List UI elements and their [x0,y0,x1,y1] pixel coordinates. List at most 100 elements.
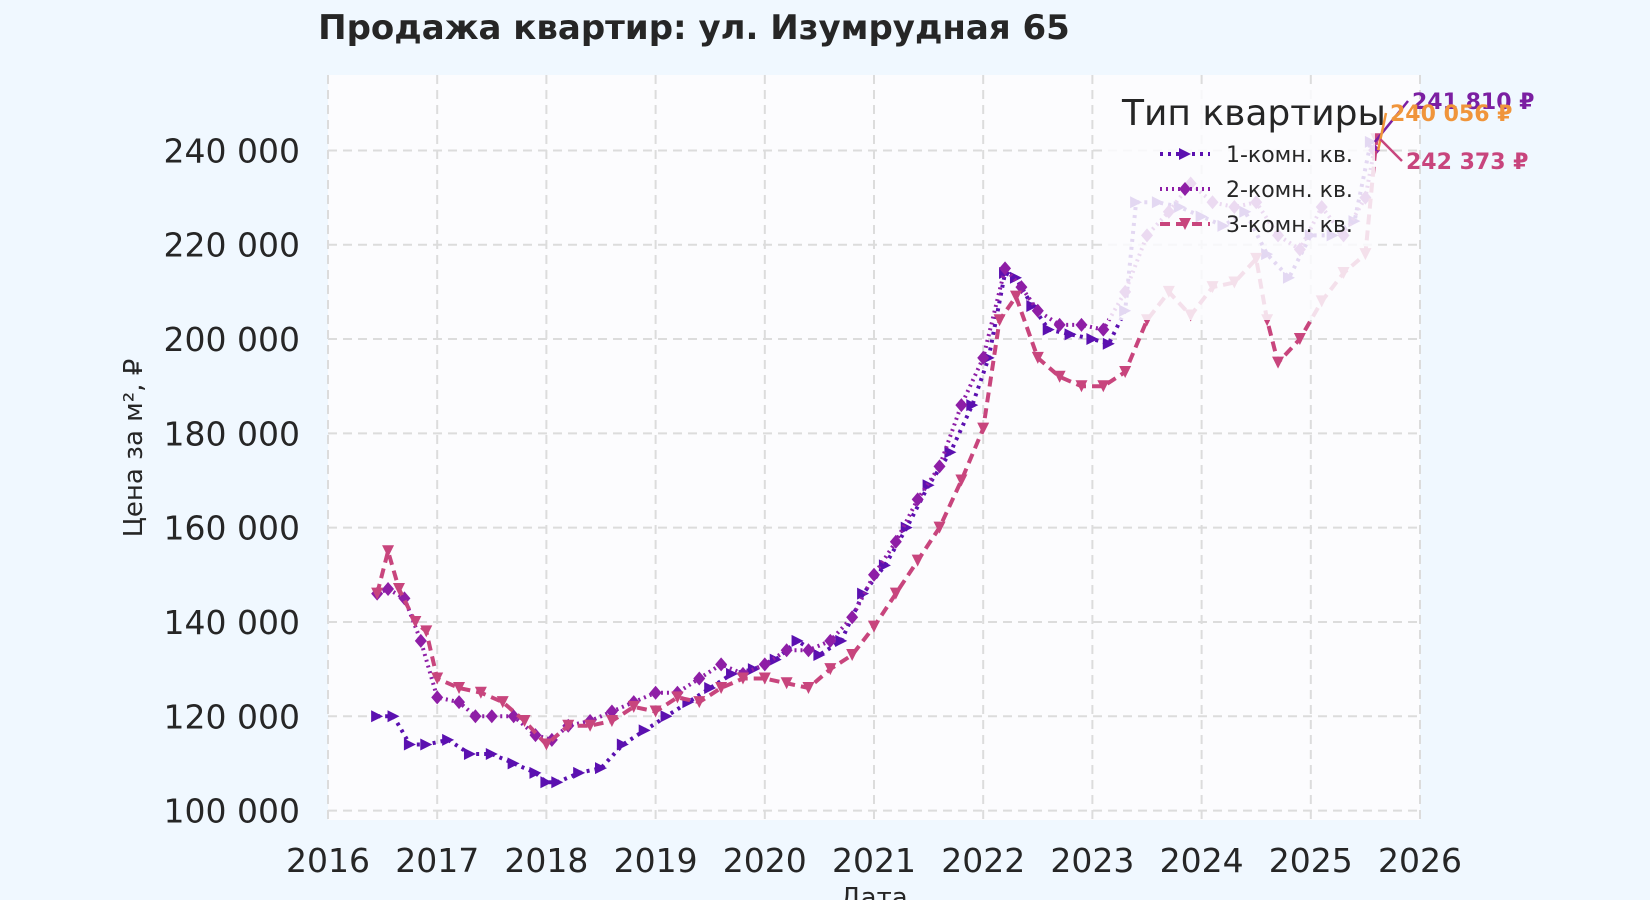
data-point [1026,300,1039,313]
data-point [414,633,427,648]
data-point [726,667,739,680]
data-point [382,545,395,558]
data-point [747,663,760,676]
x-tick-label: 2024 [1160,841,1244,880]
data-point [371,587,384,600]
data-point [507,709,520,724]
x-tick-label: 2020 [723,841,807,880]
data-point [758,657,771,672]
data-point [660,710,673,723]
data-point [813,648,826,661]
data-point [824,633,837,648]
data-point [551,776,564,789]
grid [327,75,1421,820]
y-tick-label: 220 000 [164,226,300,265]
legend-marker-1 [1179,148,1191,160]
annotation-arrow-3k [1379,138,1403,162]
data-point [496,696,509,709]
y-axis-label: Цена за м², ₽ [119,359,149,538]
data-point [758,672,771,685]
data-point [409,615,422,628]
data-point [649,705,662,718]
data-point [999,261,1012,276]
data-point [453,681,466,694]
data-point [846,648,859,661]
legend-label-3: 3-комн. кв. [1226,213,1353,238]
legend-label-2: 2-комн. кв. [1226,178,1353,203]
y-tick-label: 240 000 [164,131,300,170]
data-point [1293,333,1306,346]
data-point [889,534,902,549]
data-point [463,747,476,760]
y-tick-label: 200 000 [164,320,300,359]
data-point [540,738,553,751]
x-tick-label: 2018 [504,841,588,880]
data-point [1031,351,1044,364]
x-tick-label: 2021 [832,841,916,880]
x-axis-label: Дата [840,883,907,900]
data-point [1272,356,1285,369]
data-point [638,724,651,737]
y-tick-label: 160 000 [164,509,300,548]
annotation-3k-price: 242 373 ₽ [1406,150,1528,175]
data-point [671,691,684,704]
y-tick-label: 140 000 [164,603,300,642]
data-point [562,719,575,732]
data-point [1097,380,1110,393]
data-point [1102,337,1115,350]
legend-title: Тип квартиры [1121,93,1386,134]
data-point [900,521,913,534]
data-point [993,314,1006,327]
legend-marker-2 [1179,182,1191,196]
data-point [595,762,607,775]
legend-marker-3 [1179,218,1191,230]
data-point [431,690,444,705]
data-point [573,766,586,779]
data-point [791,634,804,647]
legend: Тип квартиры 1-комн. кв. 2-комн. кв. 3-к… [1108,88,1386,320]
data-point [403,738,416,751]
x-tick-label: 2023 [1050,841,1134,880]
data-point [715,681,728,694]
x-tick-label: 2025 [1269,841,1353,880]
data-point [715,657,728,672]
y-tick-label: 100 000 [164,792,300,831]
data-point [431,672,444,685]
axis-ticks: 2016 2017 2018 2019 2020 2021 2022 2023 2024 2025… [164,131,1462,880]
data-point [1075,317,1088,332]
annotation-2k-price: 240 056 ₽ [1390,102,1512,127]
data-point [1053,370,1066,383]
data-point [1086,333,1099,346]
data-point [977,422,990,435]
data-point [736,672,749,685]
legend-label-1: 1-комн. кв. [1226,143,1353,168]
data-point [387,710,400,723]
data-point [693,671,706,686]
data-point [889,587,902,600]
chart-title: Продажа квартир: ул. Изумрудная 65 [318,8,1070,48]
data-point [469,709,482,724]
data-point [1042,323,1055,336]
data-point [1031,303,1044,318]
series-line-2 [376,149,1377,743]
data-point [933,521,946,534]
data-point [392,582,405,595]
data-point [868,567,880,582]
data-point [649,685,662,700]
data-point [802,681,815,694]
data-point [1119,366,1132,379]
data-point [944,446,957,459]
y-tick-label: 180 000 [164,414,300,453]
data-point [529,766,542,779]
data-point [1075,380,1088,393]
data-point [453,695,466,710]
annotation-arrow-2k [1376,112,1388,151]
data-point [911,554,924,567]
data-point [627,700,640,713]
x-tick-label: 2019 [614,841,698,880]
data-point [780,677,793,690]
data-point [1064,328,1077,341]
data-point [371,710,384,723]
data-point [693,696,706,709]
